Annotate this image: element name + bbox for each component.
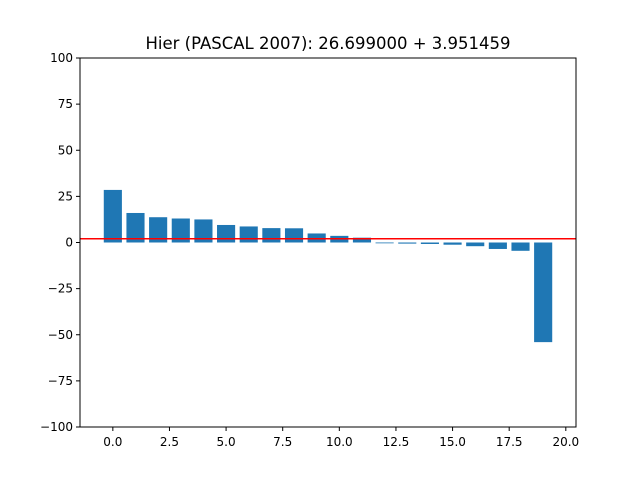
- bar-12: [375, 242, 394, 244]
- x-tick-label: 0.0: [103, 435, 122, 449]
- x-tick-label: 10.0: [326, 435, 353, 449]
- bar-19: [534, 242, 553, 343]
- bar-5: [217, 224, 236, 243]
- bar-0: [103, 189, 122, 243]
- x-tick-label: 5.0: [217, 435, 236, 449]
- y-tick-label: −100: [40, 420, 73, 434]
- x-tick-label: 2.5: [160, 435, 179, 449]
- x-tick-label: 17.5: [496, 435, 523, 449]
- bar-7: [262, 228, 281, 243]
- bar-2: [149, 217, 168, 243]
- bar-6: [239, 226, 258, 243]
- x-tick-label: 12.5: [383, 435, 410, 449]
- bar-16: [466, 242, 485, 247]
- bar-9: [307, 233, 326, 243]
- y-tick-label: −25: [48, 282, 73, 296]
- bar-8: [284, 228, 304, 243]
- x-tick-label: 7.5: [273, 435, 292, 449]
- bar-15: [443, 242, 462, 245]
- chart-title: Hier (PASCAL 2007): 26.699000 + 3.951459: [145, 34, 510, 53]
- bar-1: [126, 212, 145, 243]
- y-tick-label: 75: [58, 97, 73, 111]
- y-tick-label: −50: [48, 328, 73, 342]
- x-axis-ticks: 0.0 2.5 5.0 7.5 10.0 12.5 15.0 17.5 20.0: [103, 427, 579, 449]
- bar-13: [398, 242, 417, 244]
- bars-layer: [103, 189, 553, 343]
- y-tick-label: 50: [58, 143, 73, 157]
- y-tick-label: 25: [58, 189, 73, 203]
- bar-3: [171, 218, 190, 243]
- x-tick-label: 15.0: [439, 435, 466, 449]
- bar-11: [352, 237, 372, 243]
- bar-17: [488, 242, 507, 249]
- y-tick-label: −75: [48, 374, 73, 388]
- y-tick-label: 0: [65, 236, 73, 250]
- y-tick-label: 100: [50, 51, 73, 65]
- x-tick-label: 20.0: [552, 435, 579, 449]
- bar-4: [194, 219, 213, 243]
- bar-18: [511, 242, 530, 251]
- bar-14: [420, 242, 439, 244]
- y-axis-ticks: 100 75 50 25 0 −25 −50 −75 −100: [40, 51, 80, 434]
